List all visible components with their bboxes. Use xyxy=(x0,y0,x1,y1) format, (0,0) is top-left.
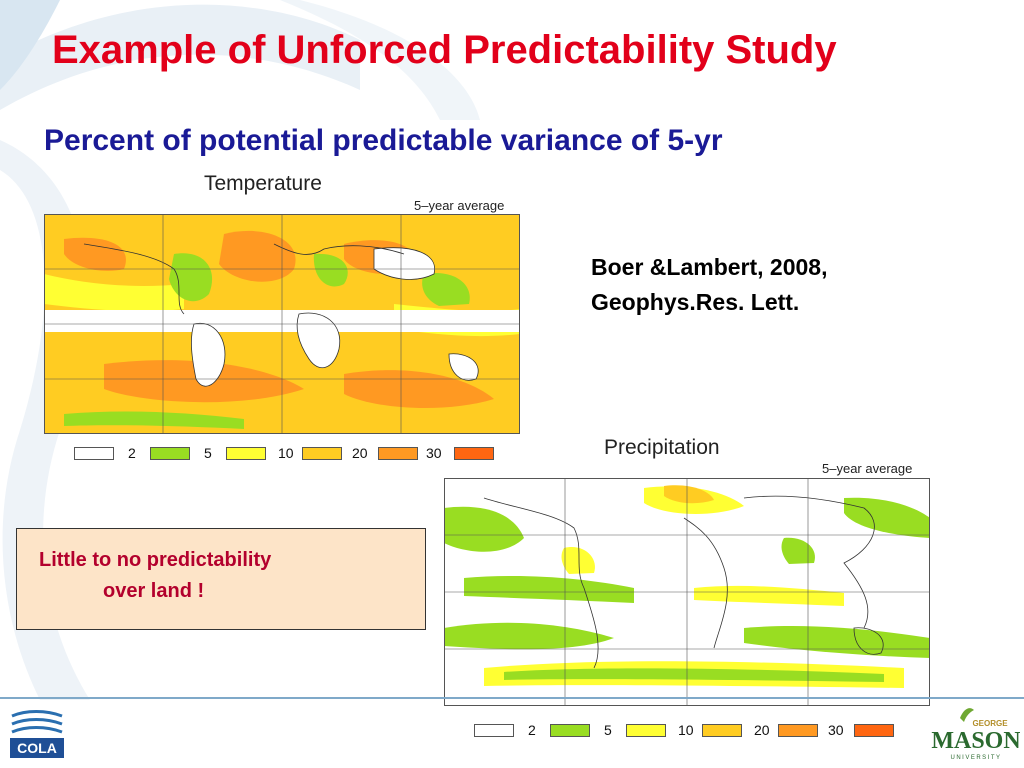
gmu-logo-sub-text: UNIVERSITY xyxy=(950,755,1001,761)
citation-line: Boer &Lambert, 2008, xyxy=(591,254,828,280)
legend-swatch xyxy=(378,447,418,460)
legend-label: 5 xyxy=(204,445,212,461)
citation-line: Geophys.Res. Lett. xyxy=(591,289,800,315)
citation: Boer &Lambert, 2008, Geophys.Res. Lett. xyxy=(591,250,827,320)
legend-label: 10 xyxy=(278,445,294,461)
note-box: Little to no predictability over land ! xyxy=(16,528,426,630)
legend-label: 20 xyxy=(754,722,770,738)
temperature-panel-title: Temperature xyxy=(204,172,322,195)
legend-label: 30 xyxy=(828,722,844,738)
legend-label: 20 xyxy=(352,445,368,461)
note-line: over land ! xyxy=(103,580,205,602)
gmu-logo-main-text: MASON xyxy=(931,728,1020,754)
legend-swatch xyxy=(474,724,514,737)
precipitation-map xyxy=(444,478,930,706)
footer-divider xyxy=(0,697,1024,699)
legend-label: 5 xyxy=(604,722,612,738)
precipitation-average-label: 5–year average xyxy=(822,461,913,476)
legend-swatch xyxy=(74,447,114,460)
legend-swatch xyxy=(626,724,666,737)
legend-swatch xyxy=(226,447,266,460)
gmu-logo-small-text: GEORGE xyxy=(972,719,1008,728)
legend-swatch xyxy=(702,724,742,737)
legend-label: 10 xyxy=(678,722,694,738)
legend-label: 2 xyxy=(128,445,136,461)
legend-label: 30 xyxy=(426,445,442,461)
legend-swatch xyxy=(150,447,190,460)
temperature-average-label: 5–year average xyxy=(414,198,505,213)
precipitation-legend: 2 5 10 20 30 xyxy=(474,722,904,742)
slide-subtitle: Percent of potential predictable varianc… xyxy=(44,124,723,157)
cola-logo-text: COLA xyxy=(17,740,57,756)
legend-label: 2 xyxy=(528,722,536,738)
temperature-map xyxy=(44,214,520,434)
temperature-legend: 2 5 10 20 30 xyxy=(74,445,504,465)
gmu-logo: GEORGE MASON UNIVERSITY xyxy=(931,708,1020,761)
precipitation-panel-title: Precipitation xyxy=(604,436,720,459)
legend-swatch xyxy=(550,724,590,737)
cola-logo: COLA xyxy=(10,710,64,758)
slide-title: Example of Unforced Predictability Study xyxy=(52,28,837,72)
note-line: Little to no predictability xyxy=(39,549,272,571)
legend-swatch xyxy=(302,447,342,460)
legend-swatch xyxy=(454,447,494,460)
legend-swatch xyxy=(854,724,894,737)
legend-swatch xyxy=(778,724,818,737)
